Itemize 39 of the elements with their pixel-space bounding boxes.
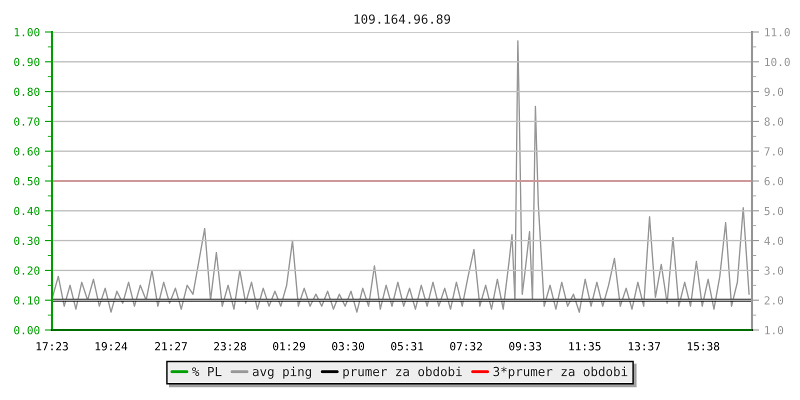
y2-tick-label: 3.0 <box>764 266 784 275</box>
y2-tick-label: 10.0 <box>765 58 790 66</box>
y-tick-label: 1.00 <box>14 28 40 36</box>
y-tick-label: 0.40 <box>14 206 40 216</box>
y2-tick-label: 6.0 <box>764 177 784 186</box>
x-tick-label: 15:38 <box>688 342 720 350</box>
x-tick-label: 03:30 <box>332 342 364 350</box>
legend-label: 3*prumer za obdobi <box>493 366 628 379</box>
y-tick-label: 0.90 <box>14 58 40 66</box>
x-tick-label: 17:23 <box>36 342 68 350</box>
x-tick-label: 19:24 <box>96 342 128 350</box>
x-tick-label: 11:35 <box>569 342 601 350</box>
y2-tick-label: 4.0 <box>764 236 784 246</box>
y-tick-label: 0.00 <box>14 326 40 334</box>
y2-tick-label: 7.0 <box>764 147 784 156</box>
x-tick-label: 13:37 <box>628 342 660 350</box>
y-tick-label: 0.50 <box>14 177 40 186</box>
y-tick-label: 0.20 <box>14 266 40 275</box>
y2-tick-label: 8.0 <box>764 117 784 126</box>
x-tick-label: 23:28 <box>214 342 246 350</box>
y2-tick-label: 1.0 <box>765 326 784 334</box>
x-tick-label: 05:31 <box>391 342 424 350</box>
legend-label: % PL <box>192 366 222 376</box>
y-tick-label: 0.10 <box>14 296 40 305</box>
x-tick-label: 21:27 <box>155 342 187 350</box>
y2-tick-label: 11.0 <box>765 28 790 36</box>
legend-label: avg ping <box>252 366 312 379</box>
y2-tick-label: 9.0 <box>764 88 784 96</box>
y2-tick-label: 5.0 <box>764 206 784 216</box>
x-tick-label: 09:33 <box>509 342 542 350</box>
y-tick-label: 0.70 <box>14 117 40 126</box>
x-tick-label: 01:29 <box>273 342 306 350</box>
y-tick-label: 0.60 <box>14 147 40 156</box>
legend-label: prumer za obdobi <box>343 366 462 379</box>
y2-tick-label: 2.0 <box>764 296 784 305</box>
y-tick-label: 0.30 <box>14 236 40 246</box>
x-tick-label: 07:32 <box>450 342 482 350</box>
y-tick-label: 0.80 <box>14 88 40 96</box>
chart-title: 109.164.96.89 <box>354 14 450 24</box>
